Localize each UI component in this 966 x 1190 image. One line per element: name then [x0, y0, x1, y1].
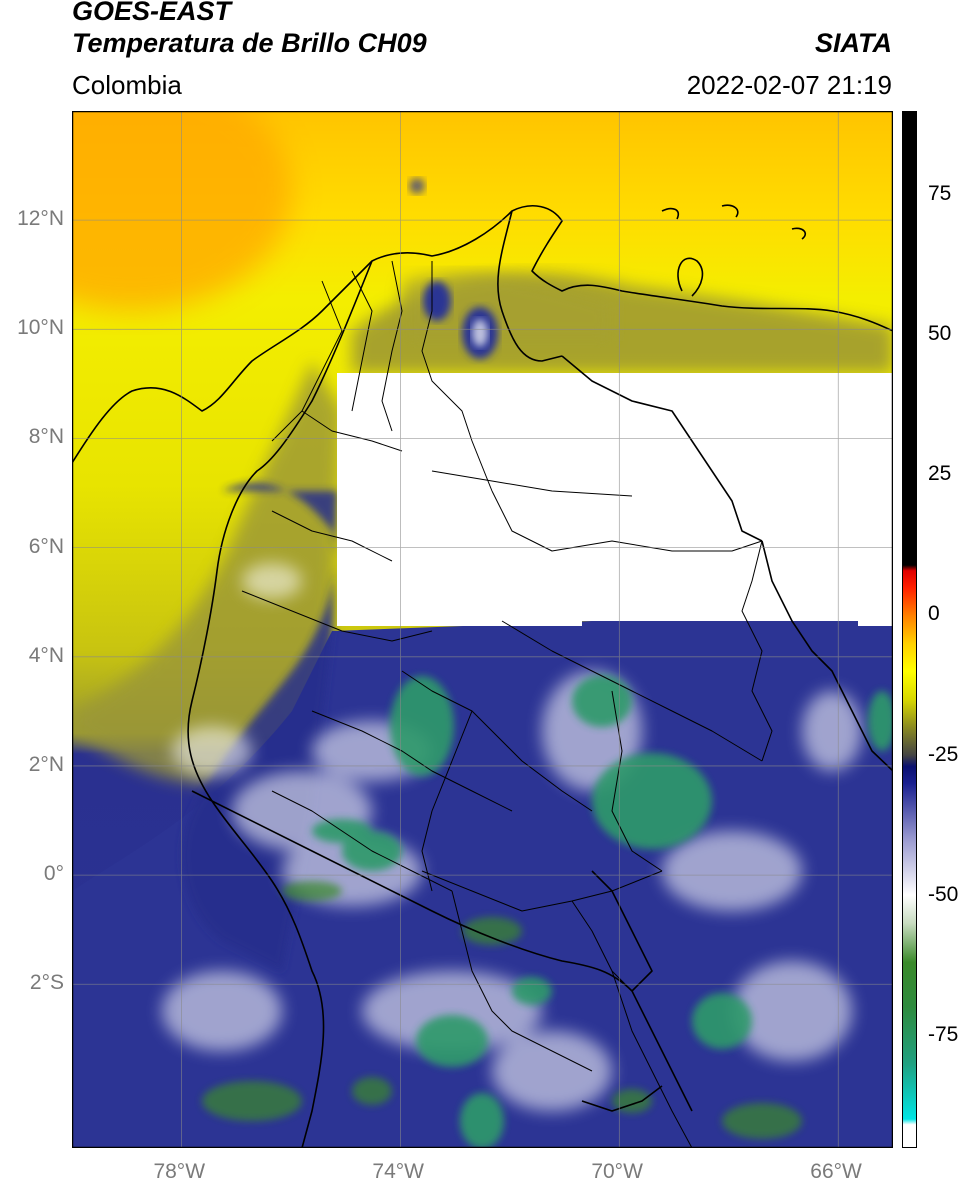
colorbar-tick-label: -50: [928, 882, 959, 906]
colorbar-tick-label: 25: [928, 462, 952, 486]
latitude-tick-label: 6°N: [28, 534, 64, 558]
latitude-tick-label: 2°S: [29, 971, 64, 995]
department-borders: [241, 260, 773, 1148]
coastlines: [72, 204, 893, 1148]
latitude-tick-label: 10°N: [17, 316, 64, 340]
colorbar-gradient: [903, 112, 916, 1147]
latitude-tick-label: 4°N: [28, 643, 64, 667]
colorbar-tick-label: 50: [928, 322, 952, 346]
longitude-tick-label: 74°W: [372, 1160, 424, 1183]
longitude-tick-label: 66°W: [810, 1160, 862, 1183]
latitude-tick-label: 12°N: [17, 207, 64, 231]
colorbar-tick-label: 75: [928, 182, 952, 206]
missing-data-area: [337, 373, 893, 626]
colorbar-tick-label: -75: [928, 1022, 959, 1046]
region-label: Colombia: [72, 70, 182, 100]
map-panel[interactable]: [72, 111, 893, 1148]
longitude-tick-label: 78°W: [153, 1160, 206, 1183]
cold-cloud-patches: [202, 881, 802, 1139]
product-title: Temperatura de Brillo CH09: [72, 28, 427, 58]
colorbar: [902, 111, 917, 1148]
latitude-tick-label: 8°N: [28, 425, 64, 449]
warm-area: [72, 111, 292, 311]
country-borders: [191, 355, 893, 1112]
latitude-tick-label: 0°: [43, 862, 64, 886]
graticule: [72, 111, 893, 1148]
isolated-storms: [409, 178, 498, 359]
organization-label: SIATA: [815, 28, 892, 58]
pacific-cloud-edge: [72, 361, 342, 784]
map-frame: [72, 111, 893, 1148]
satellite-title: GOES-EAST: [72, 0, 232, 26]
latitude-tick-label: 2°N: [28, 752, 64, 776]
colorbar-tick-label: -25: [928, 742, 959, 766]
longitude-tick-label: 70°W: [591, 1160, 643, 1183]
brightness-temperature-map[interactable]: [72, 111, 893, 1148]
colorbar-tick-label: 0: [928, 602, 940, 626]
datetime-label: 2022-02-07 21:19: [686, 70, 892, 100]
